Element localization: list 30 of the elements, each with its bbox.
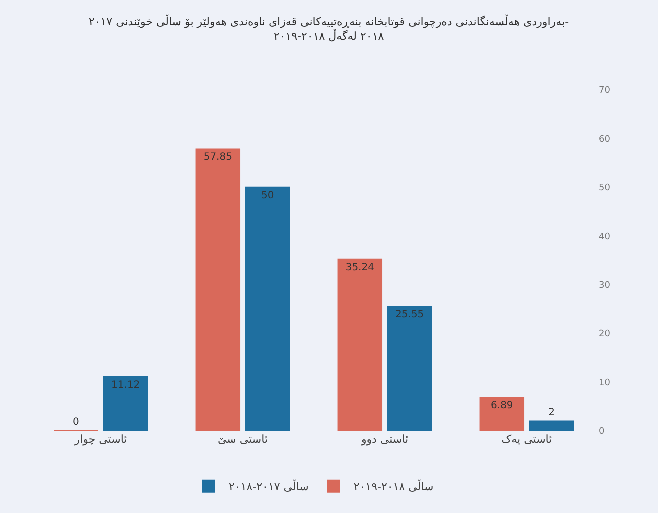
y-tick-label: 50 — [599, 184, 611, 194]
bar — [245, 186, 290, 431]
data-label: 0 — [72, 417, 80, 428]
legend-label: ساڵی ٢٠١٨-٢٠١٩ — [354, 480, 434, 494]
data-label: 25.55 — [396, 310, 424, 321]
data-label: 11.12 — [112, 380, 140, 391]
x-tick-label: ئاستی یەک — [502, 433, 552, 446]
bar — [338, 258, 383, 431]
data-label: 2 — [548, 407, 556, 418]
data-label: 6.89 — [491, 400, 514, 412]
bar — [103, 376, 148, 431]
x-tick-label: ئاستی دوو — [360, 433, 409, 446]
y-tick-label: 70 — [599, 86, 611, 96]
y-tick-label: 0 — [599, 427, 605, 438]
y-tick-label: 20 — [599, 330, 611, 340]
y-tick-label: 30 — [599, 281, 611, 292]
bar — [387, 306, 432, 431]
legend-label: ساڵی ٢٠١٧-٢٠١٨ — [229, 480, 309, 494]
data-label: 57.85 — [204, 152, 232, 164]
y-tick-label: 40 — [599, 232, 611, 242]
x-tick-label: ئاستی سێ — [218, 433, 268, 446]
data-label: 50 — [261, 190, 274, 202]
y-tick-label: 10 — [599, 378, 611, 388]
data-label: 35.24 — [346, 262, 374, 274]
y-tick-label: 60 — [599, 134, 611, 145]
x-tick-label: ئاستی چوار — [74, 433, 128, 446]
bar — [480, 396, 525, 431]
chart-title: بەراوردی هەڵسەنگاندنی دەرچوانی قوتابخانە بنەڕەتییەکانی قەزای ناوەندی هەولێر بۆ ساڵی خوێندنی ٢٠١٧- ٢٠١٨ لەگەڵ ٢٠١٨-٢٠١٩ — [88, 14, 570, 43]
bar — [529, 420, 574, 431]
bar — [196, 148, 241, 431]
